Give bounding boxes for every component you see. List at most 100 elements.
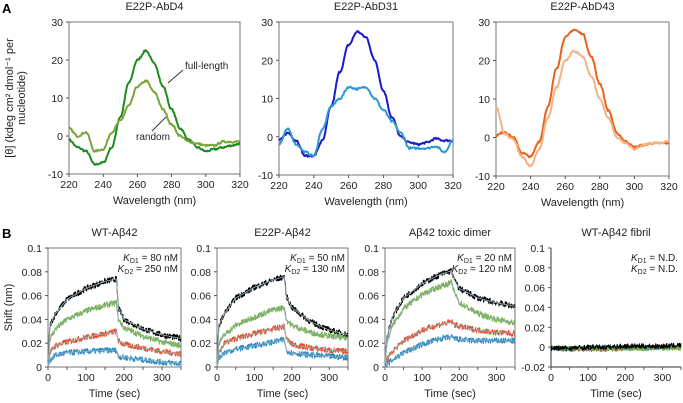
chart-a2: E22P-AbD31 -10 0 10 20 30 220 240 260 280 300 320 Wa… [258, 1, 462, 208]
x-tick-label: 0 [45, 372, 51, 384]
y-tick-label: 20 [261, 55, 273, 67]
plot-frame [216, 247, 349, 368]
chart-title: E22P-AbD31 [334, 1, 398, 13]
x-axis-label: Time (sec) [424, 388, 476, 400]
x-tick-label: 300 [197, 179, 215, 191]
x-tick-label: 0 [214, 372, 220, 384]
chart-b2: E22P-Aβ42 0 0.02 0.04 0.06 0.08 0.1 0 100 200 300 T… [191, 227, 349, 400]
y-tick-label: 20 [51, 55, 63, 67]
series-line [550, 342, 682, 352]
series-line-random [495, 49, 670, 168]
x-tick-label: 240 [94, 179, 112, 191]
y-tick-label: 0.02 [359, 338, 380, 350]
y-axis-label: Shift (nm) [3, 284, 15, 332]
y-tick-label: 0.08 [525, 263, 546, 275]
series-line [216, 305, 349, 368]
x-tick-label: 100 [579, 372, 597, 384]
fit-line [47, 349, 181, 368]
y-tick-label: 0.04 [359, 314, 380, 326]
kd-label: KD1 = 20 nM [457, 253, 512, 265]
y-tick-label: 0.08 [191, 267, 212, 279]
x-tick-label: 220 [270, 180, 288, 192]
kd-label: KD1 = N.D. [631, 253, 678, 265]
y-tick-label: 0.1 [196, 243, 211, 255]
y-tick-label: 0.06 [22, 291, 43, 303]
x-tick-label: 240 [305, 180, 323, 192]
y-tick-label: 0 [267, 132, 273, 144]
y-tick-label: 30 [261, 17, 273, 29]
y-tick-label: 10 [478, 94, 490, 106]
y-tick-label: 10 [261, 94, 273, 106]
annotation-full-length: full-length [185, 61, 228, 72]
fit-line [47, 330, 181, 368]
x-tick-label: 200 [115, 372, 133, 384]
series-line-random [278, 85, 454, 158]
y-tick-label: -10 [475, 171, 490, 183]
y-tick-label: 0 [539, 342, 545, 354]
fit-line [47, 278, 181, 368]
y-tick-label: 30 [51, 17, 63, 29]
x-axis-label: Wavelength (nm) [324, 196, 407, 208]
chart-title: Aβ42 toxic dimer [409, 227, 491, 239]
x-tick-label: 200 [451, 372, 469, 384]
x-tick-label: 280 [163, 179, 181, 191]
kd-label: KD1 = 50 nM [290, 253, 345, 265]
x-tick-label: 300 [654, 372, 672, 384]
panel-label-a: A [2, 1, 12, 16]
x-tick-label: 220 [60, 179, 78, 191]
x-tick-label: 320 [231, 179, 249, 191]
y-tick-label: 0.1 [27, 243, 42, 255]
fit-line [384, 336, 515, 368]
y-axis-label: [θ] (kdeg cm² dmol⁻¹ per [4, 38, 16, 158]
x-tick-label: 260 [556, 181, 574, 193]
chart-a3: E22P-AbD43 -10 0 10 20 30 220 240 260 280 300 320 Wa… [475, 1, 678, 209]
x-tick-label: 300 [488, 372, 506, 384]
y-tick-label: 0.02 [191, 338, 212, 350]
x-axis-label: Time (sec) [257, 388, 309, 400]
series-line [384, 319, 516, 367]
x-tick-label: 280 [591, 181, 609, 193]
annotation-leader [167, 69, 184, 84]
x-axis-label: Wavelength (nm) [113, 195, 196, 207]
kd-label: KD1 = 80 nM [123, 253, 178, 265]
y-tick-label: 20 [478, 56, 490, 68]
y-tick-label: 0.08 [359, 267, 380, 279]
chart-title: E22P-AbD4 [125, 1, 183, 13]
y-tick-label: -10 [48, 169, 63, 181]
y-tick-label: 0.1 [530, 243, 545, 255]
x-tick-label: 0 [548, 372, 554, 384]
fit-line [216, 339, 348, 368]
fit-line [384, 281, 516, 368]
y-tick-label: 0 [57, 131, 63, 143]
series-line [384, 279, 516, 367]
chart-a1: E22P-AbD4 -10 0 10 20 30 220 240 260 280 300 320 Wav… [4, 1, 249, 207]
annotation-random: random [136, 132, 170, 143]
y-tick-label: 0.04 [191, 314, 212, 326]
chart-title: E22P-Aβ42 [254, 227, 310, 239]
series-line-full-length [68, 49, 241, 166]
y-tick-label: 0.06 [525, 283, 546, 295]
y-tick-label: -10 [258, 170, 273, 182]
fit-line [384, 321, 515, 368]
x-tick-label: 280 [375, 180, 393, 192]
kd-label: KD2 = 120 nM [452, 264, 512, 276]
y-tick-label: 0 [373, 362, 379, 374]
chart-b3: Aβ42 toxic dimer 0 0.02 0.04 0.06 0.08 0.1 0 100… [359, 227, 516, 400]
annotation-leader [151, 116, 167, 132]
y-tick-label: 0.04 [525, 303, 546, 315]
x-tick-label: 320 [444, 180, 462, 192]
x-tick-label: 200 [283, 372, 301, 384]
chart-title: E22P-AbD43 [550, 1, 614, 13]
y-tick-label: 0.02 [22, 338, 43, 350]
series-line [216, 323, 349, 370]
y-tick-label: 0.04 [22, 314, 43, 326]
x-tick-label: 240 [522, 181, 540, 193]
x-axis-label: Wavelength (nm) [541, 197, 624, 209]
y-tick-label: 30 [478, 17, 490, 29]
x-axis-label: Time (sec) [590, 388, 642, 400]
chart-b1: WT-Aβ42 0 0.02 0.04 0.06 0.08 0.1 0 100 200 300 Tim… [3, 227, 182, 400]
chart-title: WT-Aβ42 [91, 227, 137, 239]
x-tick-label: 100 [77, 372, 95, 384]
x-tick-label: 300 [409, 180, 427, 192]
